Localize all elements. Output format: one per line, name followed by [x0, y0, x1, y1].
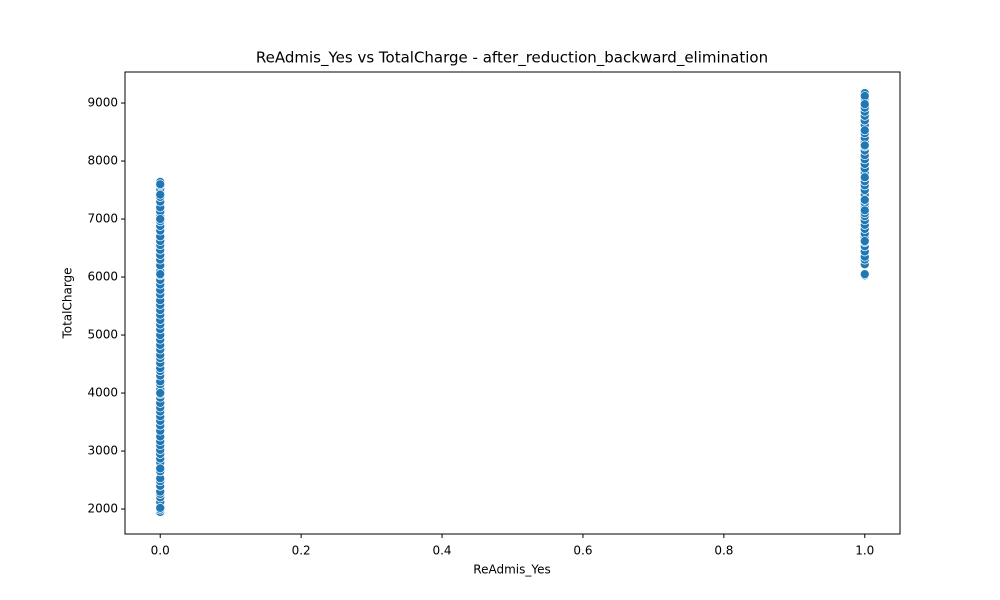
point [859, 195, 870, 205]
point [859, 205, 870, 216]
point [859, 269, 870, 279]
y-tick-label: 9000 [87, 96, 118, 110]
point [859, 99, 870, 110]
x-axis-label: ReAdmis_Yes [473, 563, 550, 577]
y-tick-label: 4000 [87, 386, 118, 400]
y-tick-label: 2000 [87, 502, 118, 516]
y-axis-label: TotalCharge [61, 267, 75, 339]
x-tick-label: 0.2 [292, 544, 311, 558]
plot-frame [124, 71, 901, 535]
point [155, 463, 166, 474]
chart-title: ReAdmis_Yes vs TotalCharge - after_reduc… [256, 49, 768, 68]
point [859, 140, 870, 151]
y-tick-label: 6000 [87, 270, 118, 284]
point [859, 236, 870, 246]
point [859, 172, 870, 183]
point [155, 269, 166, 279]
point [155, 503, 166, 513]
y-tick-label: 8000 [87, 154, 118, 168]
point [859, 125, 870, 136]
x-tick-label: 0.6 [573, 544, 592, 558]
x-tick-label: 0.0 [151, 544, 170, 558]
y-tick-label: 5000 [87, 328, 118, 342]
point [155, 179, 166, 190]
x-tick-label: 0.8 [714, 544, 733, 558]
point [155, 214, 166, 224]
point [155, 388, 166, 398]
y-tick-label: 3000 [87, 444, 118, 458]
point [155, 189, 166, 200]
y-tick-label: 7000 [87, 212, 118, 226]
x-tick-label: 1.0 [855, 544, 874, 558]
point [859, 91, 870, 101]
x-tick-label: 0.4 [432, 544, 451, 558]
